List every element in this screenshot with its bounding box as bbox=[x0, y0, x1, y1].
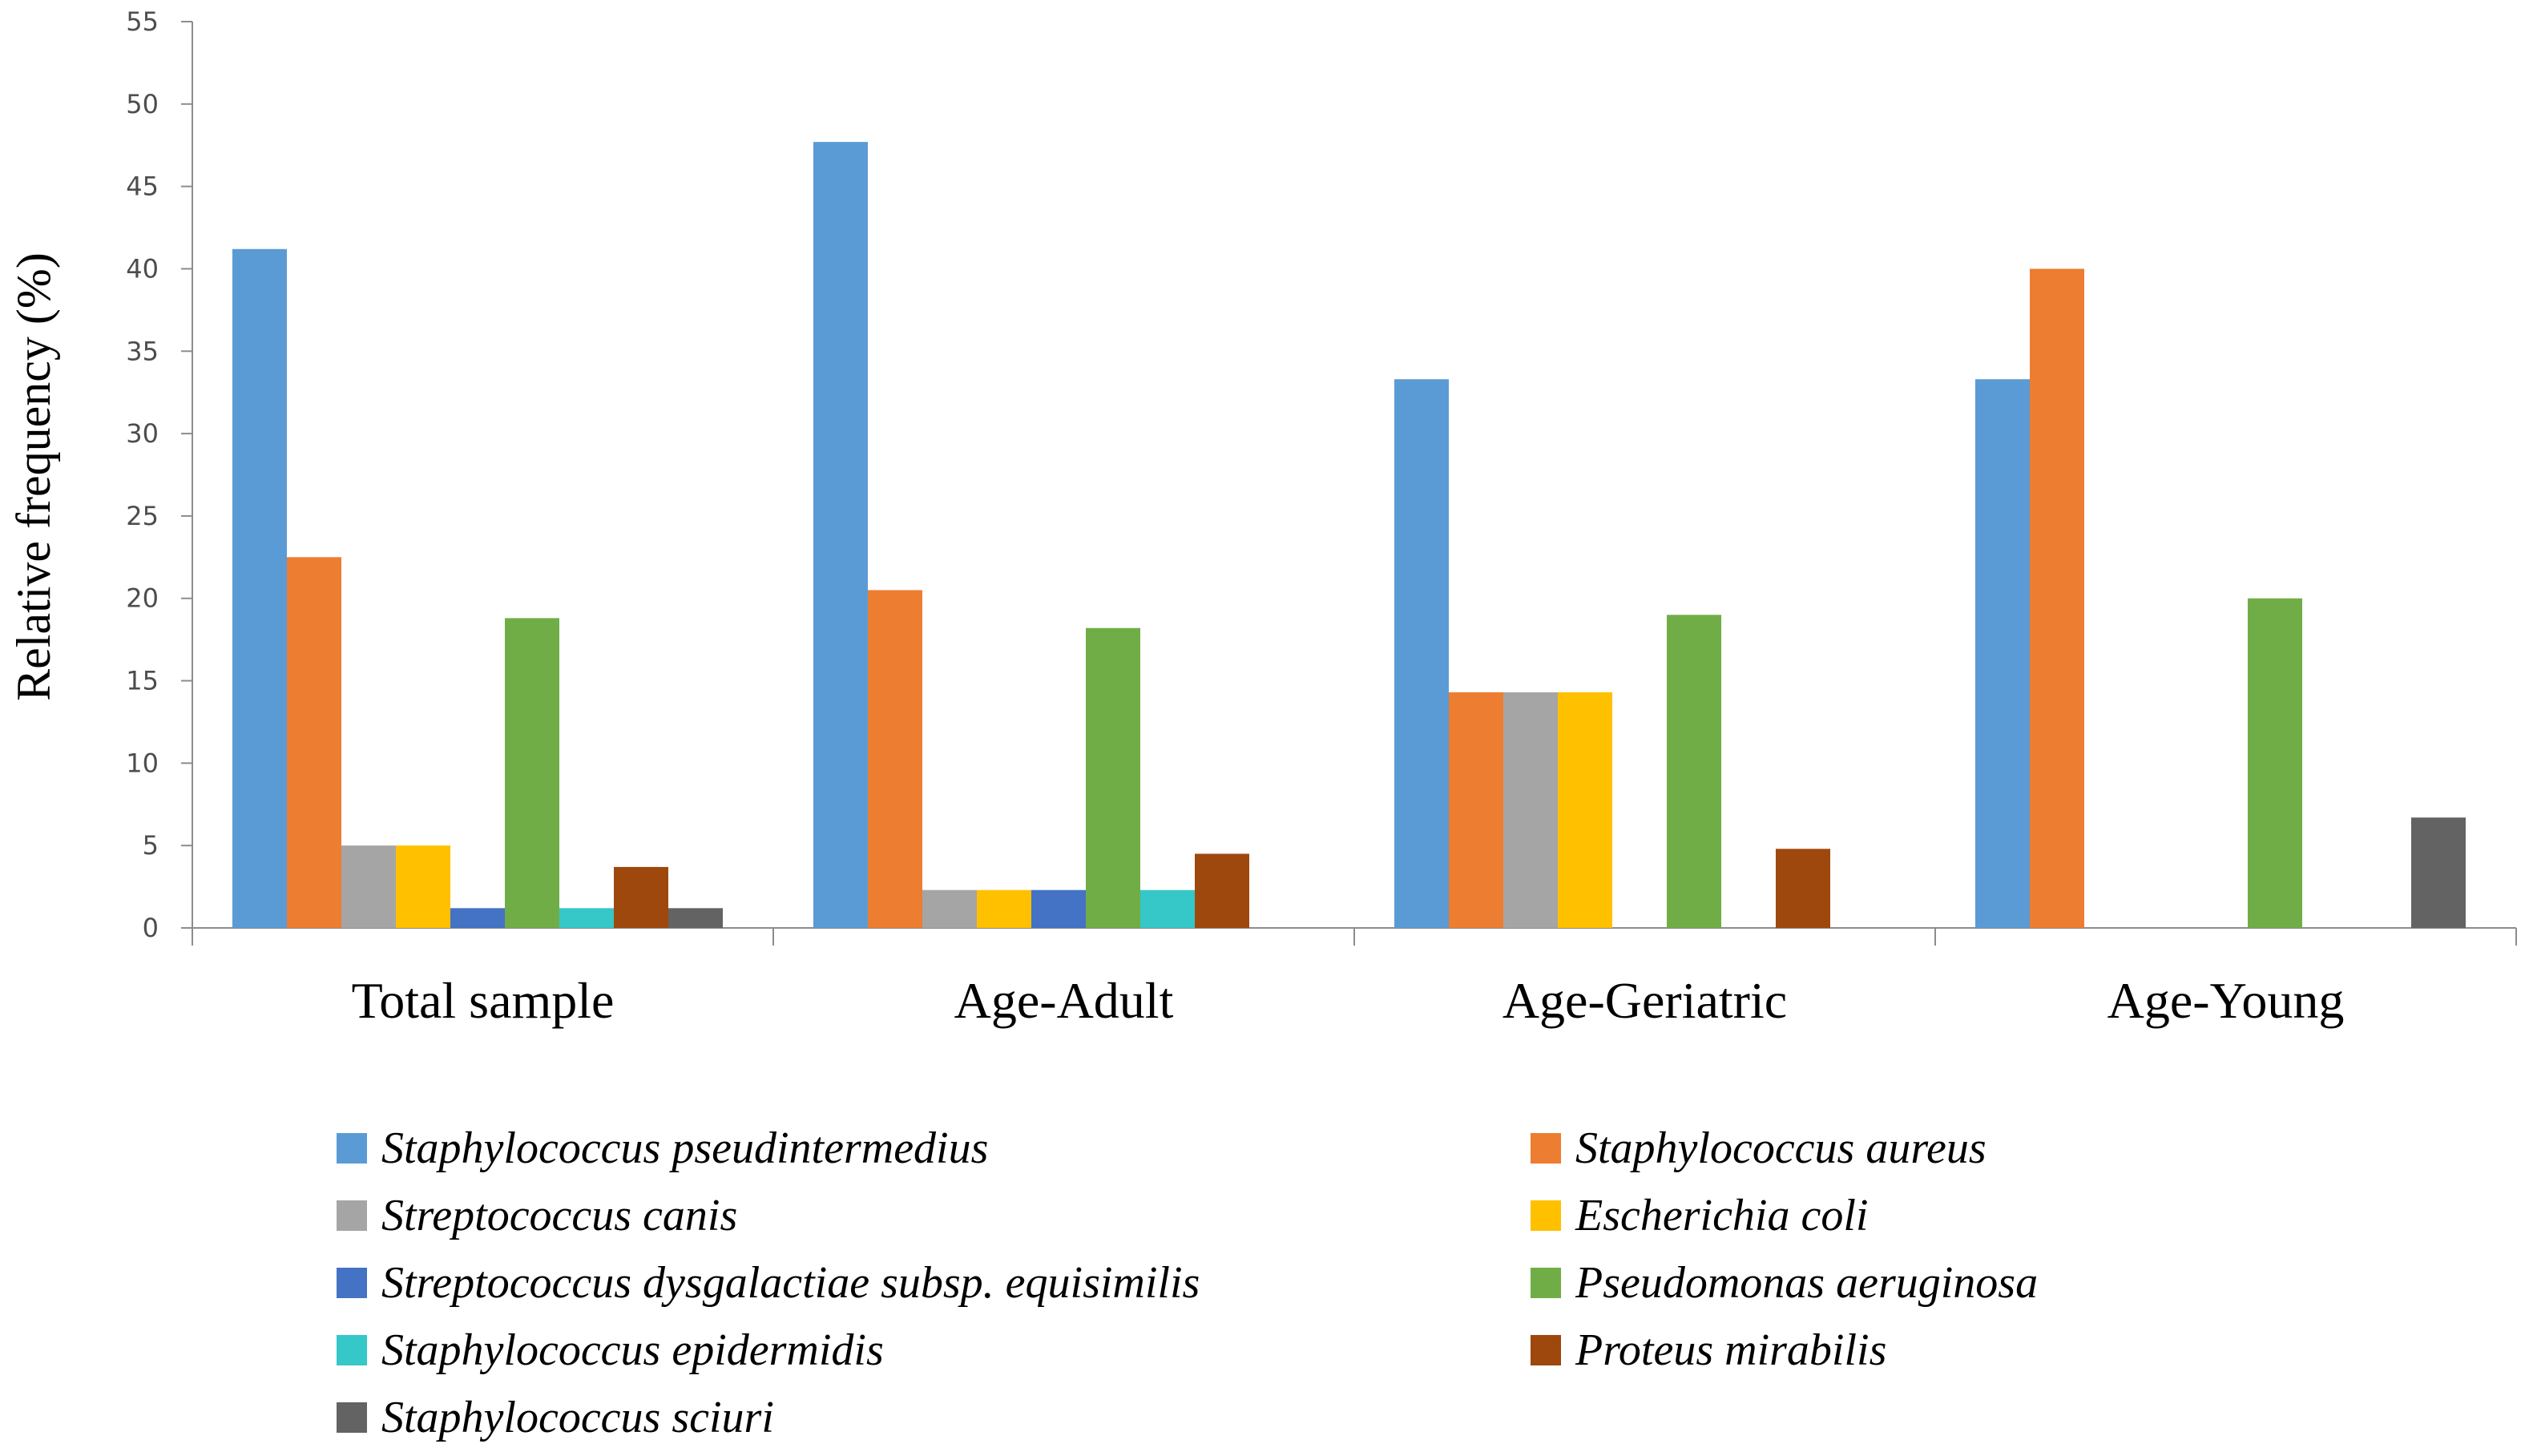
legend-swatch bbox=[1531, 1133, 1561, 1164]
bar bbox=[977, 889, 1031, 928]
legend-label: Staphylococcus aureus bbox=[1575, 1123, 1986, 1173]
bar bbox=[1975, 379, 2030, 928]
bar bbox=[2248, 598, 2302, 928]
legend-label: Streptococcus dysgalactiae subsp. equisi… bbox=[381, 1258, 1200, 1308]
legend-swatch bbox=[1531, 1335, 1561, 1365]
bar bbox=[2030, 268, 2084, 928]
legend-swatch bbox=[337, 1402, 367, 1433]
bar bbox=[505, 618, 559, 928]
bar bbox=[2411, 817, 2466, 928]
bar bbox=[1031, 889, 1086, 928]
bar bbox=[668, 908, 723, 928]
legend-label: Staphylococcus sciuri bbox=[381, 1393, 774, 1442]
y-tick-label: 50 bbox=[126, 89, 159, 119]
bar bbox=[813, 142, 868, 928]
bar bbox=[559, 908, 614, 928]
bar bbox=[614, 866, 668, 928]
x-category-label: Age-Geriatric bbox=[1502, 972, 1787, 1029]
legend-swatch bbox=[337, 1268, 367, 1298]
legend-label: Staphylococcus epidermidis bbox=[381, 1325, 884, 1375]
y-tick-label: 25 bbox=[126, 501, 159, 531]
bar bbox=[341, 845, 396, 928]
y-axis-title: Relative frequency (%) bbox=[7, 252, 60, 701]
legend-label: Streptococcus canis bbox=[381, 1191, 737, 1240]
legend-swatch bbox=[337, 1200, 367, 1231]
y-tick-label: 55 bbox=[126, 6, 159, 37]
bar bbox=[396, 845, 450, 928]
bar bbox=[1667, 615, 1721, 928]
legend-swatch bbox=[337, 1133, 367, 1164]
bar bbox=[232, 248, 287, 928]
legend-label: Proteus mirabilis bbox=[1575, 1325, 1886, 1375]
legend-swatch bbox=[337, 1335, 367, 1365]
legend-label: Staphylococcus pseudintermedius bbox=[381, 1123, 988, 1173]
bar bbox=[922, 889, 977, 928]
y-tick-label: 40 bbox=[126, 253, 159, 284]
y-tick-label: 30 bbox=[126, 418, 159, 449]
bar bbox=[1086, 627, 1140, 928]
y-tick-label: 5 bbox=[143, 830, 159, 861]
x-category-label: Age-Young bbox=[2108, 972, 2345, 1029]
x-category-label: Age-Adult bbox=[954, 972, 1174, 1029]
bar bbox=[1449, 692, 1503, 928]
bars bbox=[232, 142, 2466, 928]
y-tick-label: 0 bbox=[143, 913, 159, 943]
bar bbox=[287, 557, 341, 928]
bar bbox=[1140, 889, 1195, 928]
bar bbox=[1195, 853, 1249, 928]
x-category-label: Total sample bbox=[352, 972, 615, 1029]
bar bbox=[1503, 692, 1558, 928]
y-tick-label: 20 bbox=[126, 583, 159, 614]
bar bbox=[1776, 849, 1830, 928]
y-tick-label: 15 bbox=[126, 666, 159, 696]
x-axis: Total sample Age-Adult Age-Geriatric Age-Yo… bbox=[192, 927, 2517, 1029]
y-tick-label: 35 bbox=[126, 336, 159, 366]
bar bbox=[450, 908, 505, 928]
y-axis: 0 5 10 15 20 25 30 35 40 45 50 55 bbox=[126, 6, 193, 943]
bar bbox=[1558, 692, 1612, 928]
y-tick-label: 45 bbox=[126, 171, 159, 202]
bar bbox=[1394, 379, 1449, 928]
legend-label: Pseudomonas aeruginosa bbox=[1575, 1258, 2038, 1308]
y-tick-label: 10 bbox=[126, 748, 159, 778]
bar bbox=[868, 590, 922, 928]
legend-swatch bbox=[1531, 1200, 1561, 1231]
legend-swatch bbox=[1531, 1268, 1561, 1298]
legend-label: Escherichia coli bbox=[1575, 1191, 1868, 1240]
legend: Staphylococcus pseudintermedius Staphyloc… bbox=[337, 1123, 2038, 1442]
